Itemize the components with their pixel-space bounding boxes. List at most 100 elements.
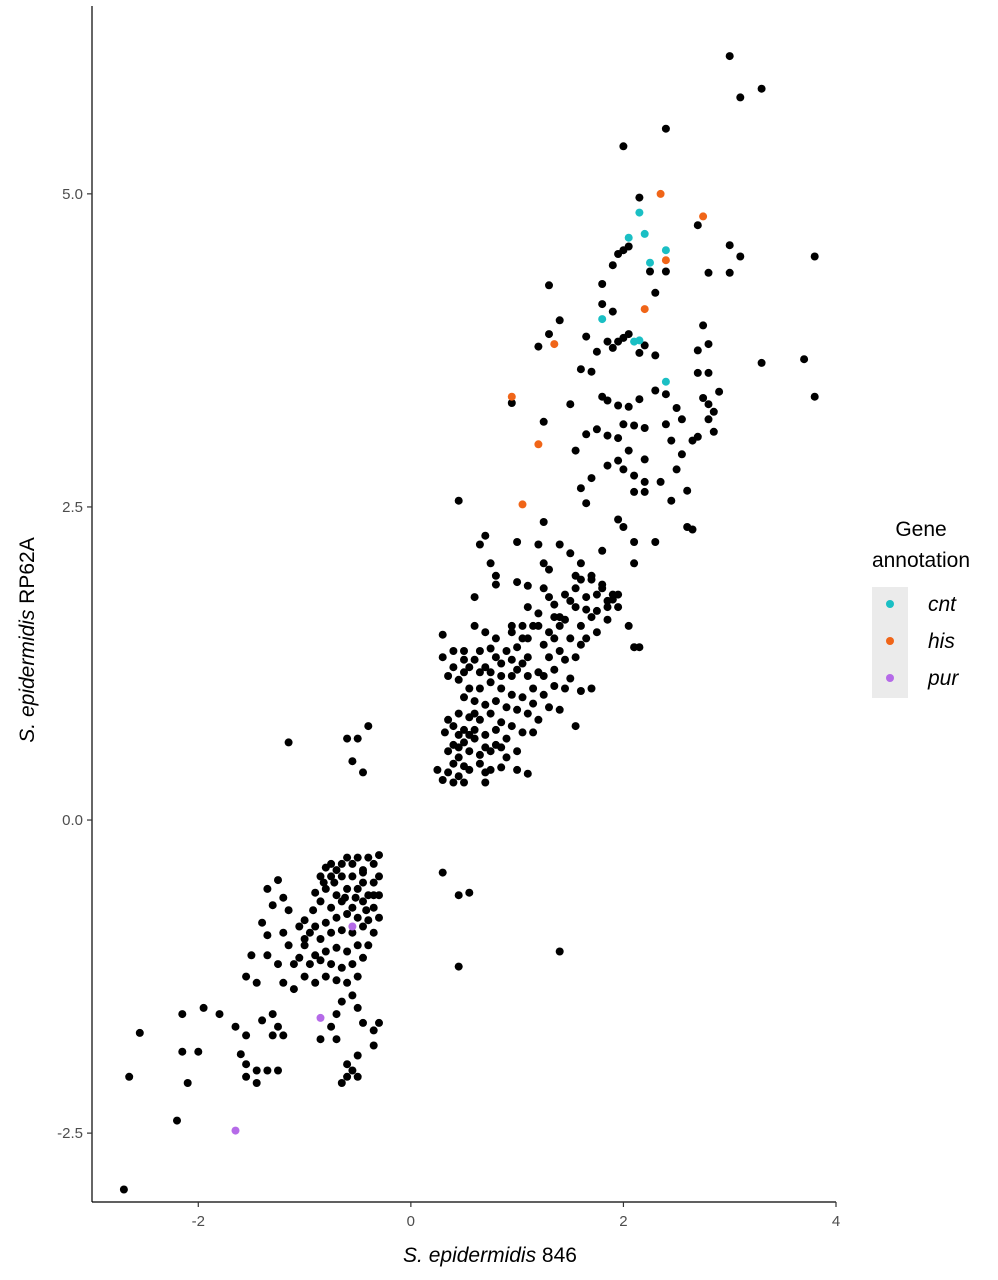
- point-gene-412: [341, 893, 349, 902]
- point-gene-196: [449, 722, 458, 731]
- point-gene-259: [582, 605, 591, 614]
- point-gene-413: [330, 878, 339, 887]
- point-his-7: [518, 500, 527, 509]
- point-gene-23: [555, 316, 564, 325]
- point-gene-107: [555, 540, 564, 549]
- point-gene-382: [173, 1116, 181, 1125]
- point-gene-25: [545, 330, 553, 339]
- point-gene-93: [651, 538, 660, 546]
- point-gene-73: [614, 434, 623, 443]
- point-gene-12: [661, 267, 670, 276]
- point-gene-326: [337, 926, 346, 935]
- point-gene-282: [348, 757, 357, 766]
- point-gene-328: [359, 922, 367, 931]
- point-pur-1: [316, 1013, 325, 1022]
- point-gene-260: [566, 596, 575, 605]
- point-gene-383: [236, 1050, 245, 1059]
- point-gene-80: [603, 461, 612, 470]
- point-gene-400: [353, 1051, 362, 1060]
- point-gene-15: [598, 300, 607, 309]
- point-gene-392: [332, 1010, 341, 1019]
- point-gene-373: [231, 1022, 240, 1031]
- point-gene-185: [460, 693, 468, 702]
- point-gene-157: [507, 672, 516, 680]
- point-gene-125: [587, 613, 596, 622]
- legend-entries: cnt his pur: [886, 593, 959, 690]
- point-gene-330: [364, 941, 373, 950]
- point-gene-154: [513, 643, 522, 652]
- point-gene-148: [475, 647, 484, 655]
- point-gene-181: [502, 703, 511, 712]
- point-his-6: [534, 440, 543, 449]
- point-gene-406: [353, 1072, 362, 1081]
- point-gene-213: [470, 709, 479, 718]
- point-gene-265: [518, 621, 527, 630]
- point-gene-357: [279, 893, 288, 902]
- point-gene-131: [534, 609, 543, 618]
- point-gene-119: [539, 584, 548, 593]
- point-gene-2: [757, 84, 766, 93]
- point-gene-419: [454, 891, 463, 900]
- point-gene-13: [651, 288, 660, 297]
- point-gene-0: [725, 52, 734, 61]
- point-gene-232: [523, 769, 532, 778]
- point-gene-170: [497, 684, 506, 693]
- point-gene-191: [507, 722, 516, 731]
- point-gene-342: [348, 960, 357, 969]
- point-gene-167: [465, 684, 474, 693]
- point-gene-193: [529, 728, 538, 737]
- point-gene-90: [683, 486, 692, 495]
- point-cnt-2: [640, 229, 649, 238]
- point-gene-160: [545, 653, 553, 662]
- point-cnt-8: [661, 377, 670, 386]
- y-tick-label-2: 2.5: [62, 499, 83, 516]
- point-gene-398: [375, 1018, 383, 1027]
- point-gene-418: [438, 868, 447, 877]
- points-layer: [119, 52, 819, 1194]
- point-gene-257: [614, 590, 623, 599]
- point-gene-399: [369, 1041, 378, 1050]
- point-gene-301: [375, 872, 383, 881]
- legend-label-cnt: cnt: [928, 593, 957, 616]
- point-gene-135: [491, 571, 500, 580]
- point-gene-269: [550, 634, 559, 643]
- point-gene-300: [369, 878, 378, 887]
- point-gene-22: [545, 281, 553, 290]
- y-tick-label-3: 5.0: [62, 186, 83, 203]
- point-gene-209: [454, 753, 463, 762]
- point-gene-101: [539, 518, 548, 526]
- point-gene-273: [470, 621, 479, 630]
- point-gene-308: [311, 888, 320, 897]
- point-gene-390: [316, 1035, 325, 1044]
- x-tick-label-1: 0: [407, 1213, 415, 1230]
- point-gene-405: [343, 1072, 352, 1081]
- point-gene-354: [284, 941, 293, 950]
- point-gene-305: [343, 884, 352, 893]
- point-gene-89: [667, 496, 676, 505]
- y-tick-label-1: 0.0: [62, 812, 83, 829]
- point-gene-247: [603, 615, 612, 624]
- point-gene-153: [502, 647, 511, 655]
- point-gene-45: [587, 367, 596, 376]
- point-gene-35: [619, 333, 628, 342]
- point-cnt-3: [661, 246, 670, 255]
- point-gene-202: [502, 734, 511, 743]
- point-gene-81: [614, 456, 623, 465]
- legend-title-line-1: Gene: [895, 518, 946, 541]
- point-gene-63: [715, 387, 724, 396]
- point-gene-333: [332, 943, 341, 952]
- point-gene-224: [449, 778, 458, 787]
- point-gene-309: [316, 897, 325, 906]
- point-gene-65: [630, 421, 639, 430]
- point-his-2: [661, 256, 670, 265]
- point-gene-381: [178, 1047, 187, 1056]
- point-gene-345: [343, 978, 352, 987]
- point-gene-59: [667, 436, 676, 445]
- point-gene-365: [252, 978, 261, 987]
- x-axis-title-rest: 846: [536, 1244, 577, 1267]
- point-gene-417: [300, 935, 309, 943]
- point-gene-389: [252, 1079, 261, 1087]
- point-gene-126: [576, 621, 585, 630]
- point-gene-28: [603, 337, 612, 346]
